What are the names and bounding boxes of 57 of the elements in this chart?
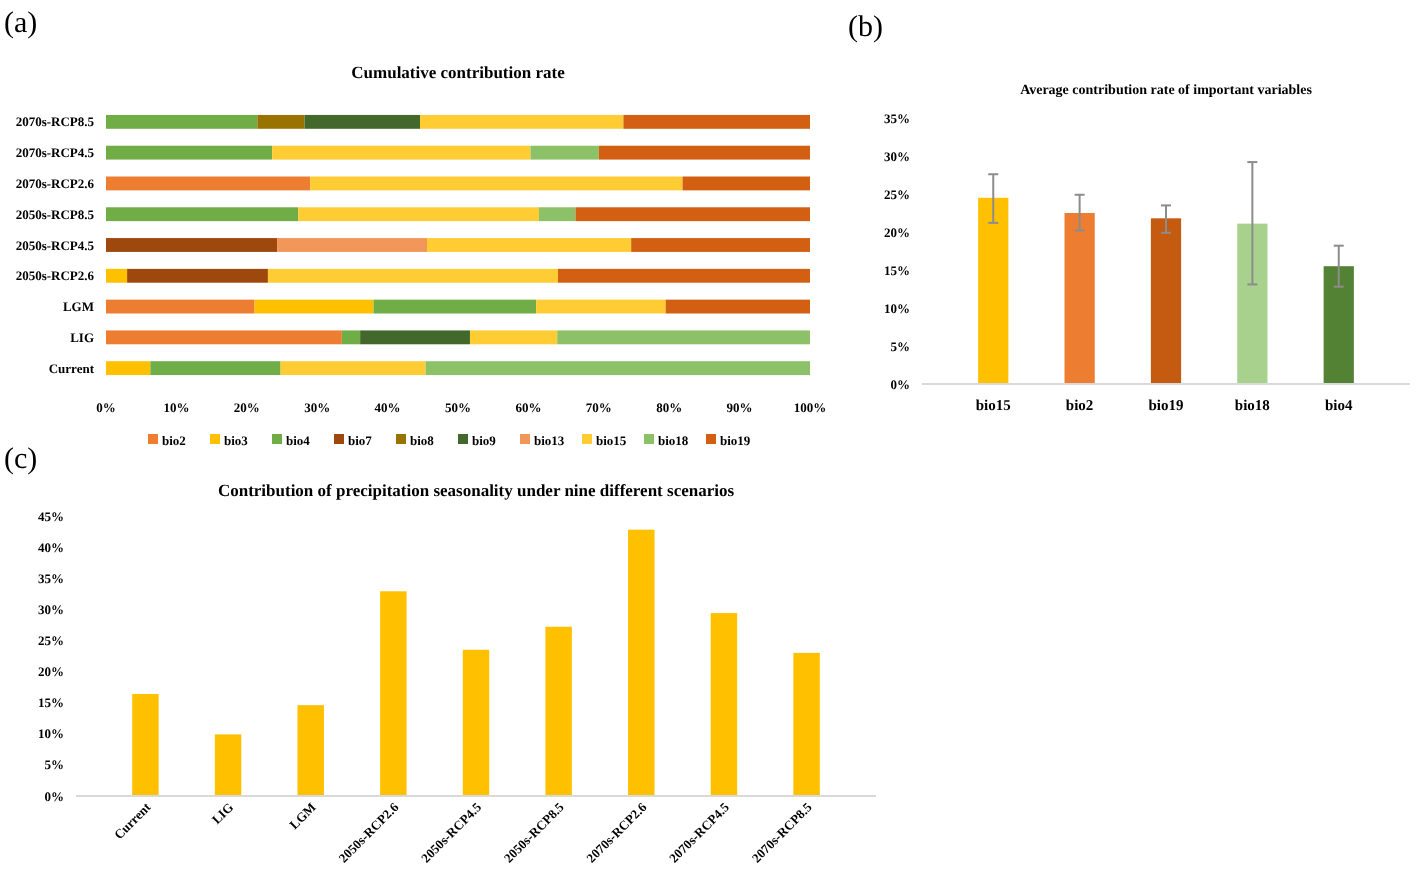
- bar: [427, 238, 632, 252]
- bar: [631, 238, 810, 252]
- bar: [1323, 266, 1354, 384]
- bar: [106, 299, 255, 314]
- bar: [710, 613, 738, 796]
- bar: [106, 330, 342, 345]
- text: (b): [848, 12, 883, 44]
- bar: [623, 114, 810, 129]
- bar: [628, 529, 655, 796]
- bar: [1237, 223, 1268, 384]
- bar: [978, 197, 1009, 384]
- bar: [380, 591, 407, 796]
- bar: [272, 145, 531, 160]
- bar: [106, 176, 311, 191]
- bar: [310, 176, 683, 191]
- bar: [106, 268, 128, 283]
- bar: [280, 361, 426, 376]
- bar: [538, 207, 576, 222]
- bar: [304, 114, 420, 129]
- bar: [297, 705, 324, 796]
- bar: [106, 238, 278, 252]
- bar: [150, 361, 281, 376]
- bar: [106, 145, 273, 160]
- bar: [682, 176, 810, 191]
- bar: [462, 649, 490, 796]
- bar: [132, 693, 159, 796]
- bar: [360, 330, 470, 345]
- bar: [545, 626, 572, 796]
- bar: [425, 361, 810, 376]
- bar: [469, 330, 558, 345]
- bar: [106, 361, 151, 376]
- bar: [557, 268, 810, 283]
- bar: [106, 207, 299, 222]
- bar: [536, 299, 666, 314]
- chart-title: Cumulative contribution rate: [351, 62, 566, 82]
- bar: [257, 114, 305, 129]
- bar: [106, 114, 258, 129]
- bar: [267, 268, 558, 283]
- chart-title: Contribution of precipitation seasonality under nine different scenarios: [217, 480, 736, 500]
- bar: [530, 145, 599, 160]
- bar: [557, 330, 810, 345]
- bar: [1150, 218, 1182, 384]
- bar: [1064, 213, 1095, 384]
- bar: [575, 207, 810, 222]
- bar: [277, 238, 428, 252]
- bar: [254, 299, 374, 314]
- text: (c): [4, 444, 38, 476]
- bar: [598, 145, 810, 160]
- bar: [665, 299, 810, 314]
- bar: [373, 299, 537, 314]
- bar: [298, 207, 539, 222]
- bar: [214, 734, 242, 796]
- bar: [793, 652, 820, 796]
- bar: [127, 268, 268, 283]
- bar: [419, 114, 624, 129]
- bar: [341, 330, 361, 345]
- text: (a): [4, 8, 38, 40]
